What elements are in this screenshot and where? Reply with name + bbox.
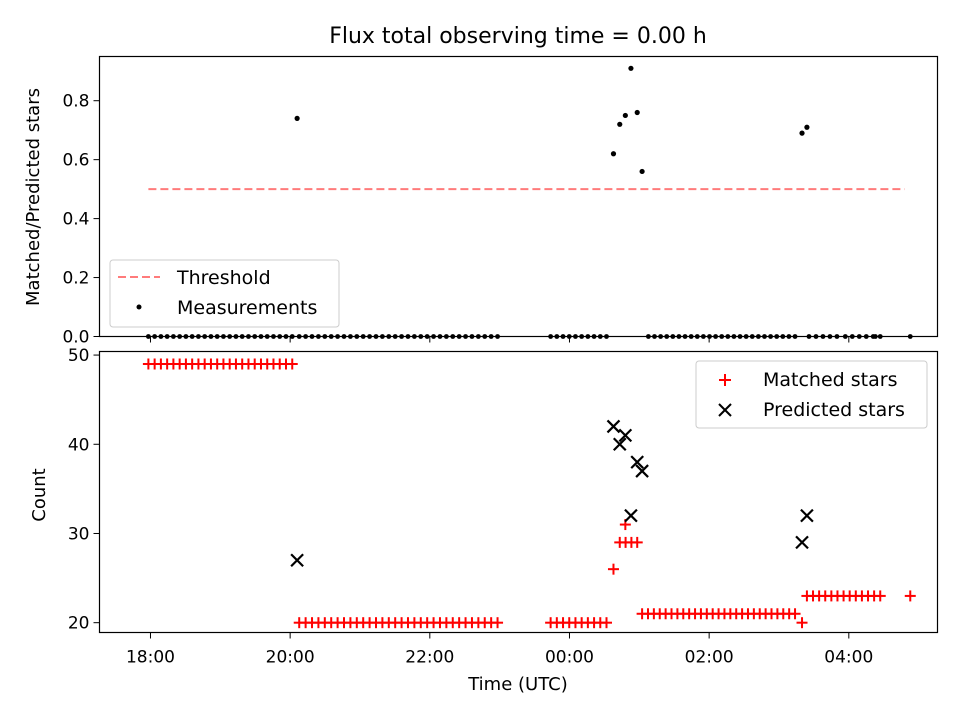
predicted-star-point — [606, 419, 621, 434]
top-legend: Threshold Measurements — [109, 259, 340, 328]
matched-star-point — [492, 617, 504, 629]
predicted-star-point — [618, 428, 633, 443]
predicted-x-b — [800, 508, 814, 523]
top-y-ticks: 0.0 0.2 0.4 0.6 0.8 — [62, 92, 100, 348]
predicted-star-point — [795, 535, 809, 550]
measurement-point — [617, 121, 623, 127]
top-axes-frame — [98, 55, 939, 338]
matched-star-points — [142, 358, 916, 629]
measurement-point — [610, 151, 617, 157]
bottom-y-tick-label: 20 — [68, 614, 90, 634]
predicted-star-point — [635, 464, 649, 478]
predicted-x-b — [606, 419, 621, 434]
measurement-point — [639, 168, 645, 175]
measurement-point — [634, 109, 640, 116]
top-legend-box — [109, 259, 340, 328]
bottom-legend-box — [695, 360, 928, 429]
predicted-x-b — [624, 508, 638, 523]
legend-threshold-label: Threshold — [176, 267, 271, 289]
measurement-point — [294, 115, 300, 121]
bottom-ylabel: Count — [29, 468, 50, 521]
matched-star-point — [286, 358, 298, 370]
matched-star-point — [607, 563, 619, 575]
predicted-star-point — [624, 508, 638, 523]
top-ylabel: Matched/Predicted stars — [23, 88, 44, 306]
bottom-y-tick-label: 30 — [68, 524, 90, 544]
legend-predicted-swatch — [718, 403, 732, 417]
matched-star-point — [904, 590, 916, 602]
bottom-axes-frame — [98, 350, 939, 634]
predicted-star-points — [290, 419, 814, 568]
measurement-point — [804, 124, 810, 130]
count-panel: Count Time (UTC) 20 30 40 50 18:00 20:00 22:0… — [29, 346, 939, 695]
bottom-xlabel: Time (UTC) — [467, 674, 568, 695]
bottom-x-tick-label: 18:00 — [126, 648, 175, 668]
legend-matched-swatch — [719, 374, 731, 386]
matched-star-point — [631, 536, 643, 548]
matched-star-point — [796, 617, 808, 629]
matched-star-point — [874, 590, 886, 602]
measurement-point — [628, 65, 634, 71]
matched-star-point — [789, 608, 801, 620]
matched-star-point — [600, 617, 612, 629]
top-y-tick-label: 0.2 — [62, 269, 89, 289]
predicted-x-b — [290, 553, 304, 568]
predicted-x-b — [635, 464, 649, 478]
measurement-point — [799, 130, 805, 136]
measurement-points — [294, 65, 810, 175]
predicted-star-point — [800, 508, 814, 523]
measurement-point — [622, 112, 628, 119]
bottom-y-ticks: 20 30 40 50 — [68, 346, 100, 634]
bottom-x-tick-label: 20:00 — [266, 648, 315, 668]
predicted-x-b — [612, 437, 627, 452]
top-y-tick-label: 0.4 — [62, 210, 89, 230]
bottom-legend: Matched stars Predicted stars — [695, 360, 928, 429]
predicted-star-point — [630, 455, 644, 469]
top-y-tick-label: 0.8 — [62, 92, 89, 112]
predicted-x-b — [618, 428, 633, 443]
bottom-x-tick-label: 00:00 — [545, 648, 594, 668]
legend-measurement-swatch — [136, 304, 142, 310]
ratio-panel: Matched/Predicted stars 0.00.20.40.60.8 … — [23, 55, 939, 348]
legend-measurement-label: Measurements — [177, 297, 317, 319]
legend-matched-label: Matched stars — [763, 369, 897, 391]
chart-title: Flux total observing time = 0.00 h — [329, 24, 707, 49]
bottom-x-tick-label: 04:00 — [824, 648, 873, 668]
bottom-y-tick-label: 40 — [68, 435, 90, 455]
zero-measurement-points — [145, 334, 913, 339]
legend-predicted-label: Predicted stars — [763, 399, 905, 421]
predicted-x-b — [795, 535, 809, 550]
bottom-x-tick-label: 02:00 — [685, 648, 734, 668]
top-y-tick-label: 0.6 — [62, 151, 89, 171]
top-y-tick-label: 0.0 — [62, 328, 89, 348]
predicted-x-b — [630, 455, 644, 469]
bottom-x-ticks: 18:00 20:00 22:00 00:00 02:00 04:00 — [126, 632, 873, 668]
bottom-y-tick-label: 50 — [68, 346, 90, 366]
bottom-x-tick-label: 22:00 — [405, 648, 454, 668]
predicted-star-point — [290, 553, 304, 568]
predicted-star-point — [612, 437, 627, 452]
